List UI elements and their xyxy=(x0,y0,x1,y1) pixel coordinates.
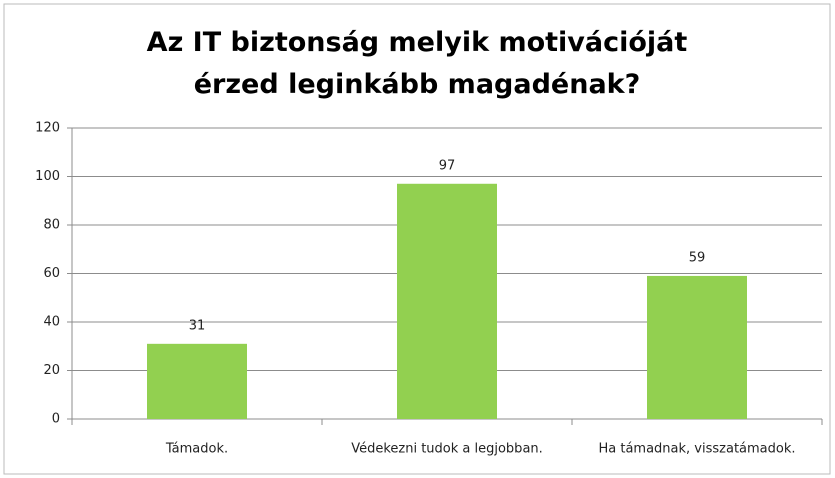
x-tick-label: Támadok. xyxy=(165,442,228,457)
data-label: 31 xyxy=(189,318,206,333)
data-label: 59 xyxy=(689,250,706,265)
y-tick-label: 0 xyxy=(52,412,60,427)
y-tick-label: 60 xyxy=(43,266,60,281)
chart-title: Az IT biztonság melyik motivációját érze… xyxy=(146,27,688,100)
y-tick-label: 40 xyxy=(43,315,60,330)
bar xyxy=(397,183,497,419)
data-label: 97 xyxy=(439,158,456,173)
y-tick-label: 20 xyxy=(43,363,60,378)
y-tick-label: 80 xyxy=(43,218,60,233)
y-tick-label: 120 xyxy=(35,121,60,136)
bar xyxy=(147,343,247,419)
chart-border xyxy=(3,3,831,475)
x-tick-label: Védekezni tudok a legjobban. xyxy=(351,442,543,457)
bar xyxy=(647,275,747,419)
x-tick-label: Ha támadnak, visszatámadok. xyxy=(598,442,795,457)
y-tick-label: 100 xyxy=(35,169,60,184)
